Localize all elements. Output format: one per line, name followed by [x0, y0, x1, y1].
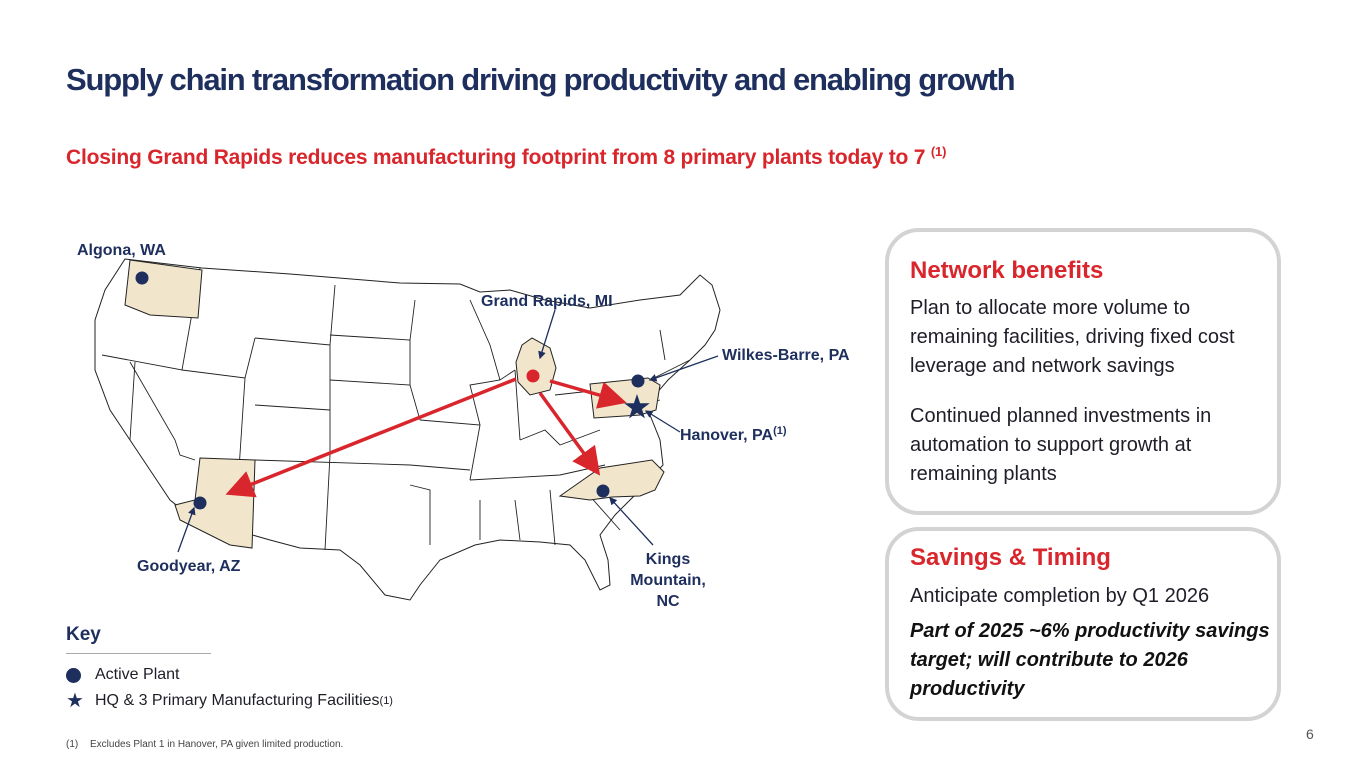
network-benefits-heading: Network benefits [910, 257, 1104, 284]
state-michigan [515, 337, 557, 396]
savings-timing-p2: Part of 2025 ~6% productivity savings ta… [910, 620, 1270, 700]
key-active-plant: Active Plant [66, 666, 179, 684]
arrow-to-goodyear [225, 377, 517, 498]
savings-timing-card: Savings & Timing Anticipate completion b… [885, 527, 1281, 721]
key-active-plant-label: Active Plant [95, 666, 180, 683]
network-benefits-p2: Continued planned investments in automat… [910, 405, 1212, 485]
arrow-to-kings-mountain [538, 391, 601, 476]
key-divider [66, 653, 211, 654]
label-kings-line1: Kings [646, 551, 691, 568]
label-hanover-note: (1) [773, 425, 787, 437]
state-borders [101, 267, 691, 551]
subtitle-text: Closing Grand Rapids reduces manufacturi… [66, 146, 926, 169]
page-number: 6 [1306, 726, 1314, 742]
transfer-arrows [225, 377, 627, 498]
plant-grand-rapids-closing [526, 369, 540, 383]
star-icon: ★ [66, 689, 84, 712]
state-north-carolina [558, 459, 665, 501]
footnote: (1) Excludes Plant 1 in Hanover, PA given… [66, 739, 343, 750]
label-kings-line2: Mountain, [630, 572, 706, 589]
label-goodyear: Goodyear, AZ [137, 558, 241, 575]
active-plant-dot-icon [66, 667, 81, 683]
label-hanover: Hanover, PA(1) [680, 425, 787, 444]
subtitle-footnote-marker: (1) [930, 144, 947, 159]
footnote-number: (1) [66, 739, 79, 750]
page-title: Supply chain transformation driving prod… [66, 62, 1016, 97]
plant-goodyear [193, 496, 207, 510]
state-washington [124, 259, 203, 319]
plant-wilkes-barre [631, 374, 645, 388]
key-hq-facilities: ★ HQ & 3 Primary Manufacturing Facilitie… [66, 689, 393, 712]
state-pennsylvania [589, 377, 661, 419]
label-kings-line3: NC [656, 593, 680, 610]
leader-wilkes-barre [648, 355, 719, 382]
leader-lines [177, 309, 719, 553]
savings-timing-p1: Anticipate completion by Q1 2026 [910, 585, 1210, 607]
page-subtitle: Closing Grand Rapids reduces manufacturi… [66, 144, 1216, 170]
key-title: Key [66, 624, 101, 645]
footnote-text: Excludes Plant 1 in Hanover, PA given li… [90, 739, 344, 750]
leader-goodyear [177, 506, 196, 553]
savings-timing-heading: Savings & Timing [910, 544, 1111, 571]
us-plant-map: Algona, WA Grand Rapids, MI Wilkes-Barre… [77, 242, 850, 610]
label-algona: Algona, WA [77, 242, 166, 259]
leader-grand-rapids [538, 309, 556, 360]
network-benefits-card: Network benefits Plan to allocate more v… [885, 228, 1281, 515]
label-hanover-text: Hanover, PA [680, 427, 774, 444]
label-wilkes-barre: Wilkes-Barre, PA [722, 347, 850, 364]
plant-algona [135, 271, 149, 285]
leader-kings-mountain [609, 497, 654, 546]
plant-kings-mountain [596, 484, 610, 498]
key-hq-note: (1) [379, 695, 393, 707]
key-hq-label: HQ & 3 Primary Manufacturing Facilities [95, 692, 380, 709]
label-grand-rapids: Grand Rapids, MI [481, 293, 613, 310]
arrow-to-hanover [549, 379, 627, 409]
network-benefits-p1: Plan to allocate more volume to remainin… [910, 297, 1235, 377]
leader-hanover [644, 410, 681, 433]
plant-hanover-hq-star [624, 394, 650, 419]
